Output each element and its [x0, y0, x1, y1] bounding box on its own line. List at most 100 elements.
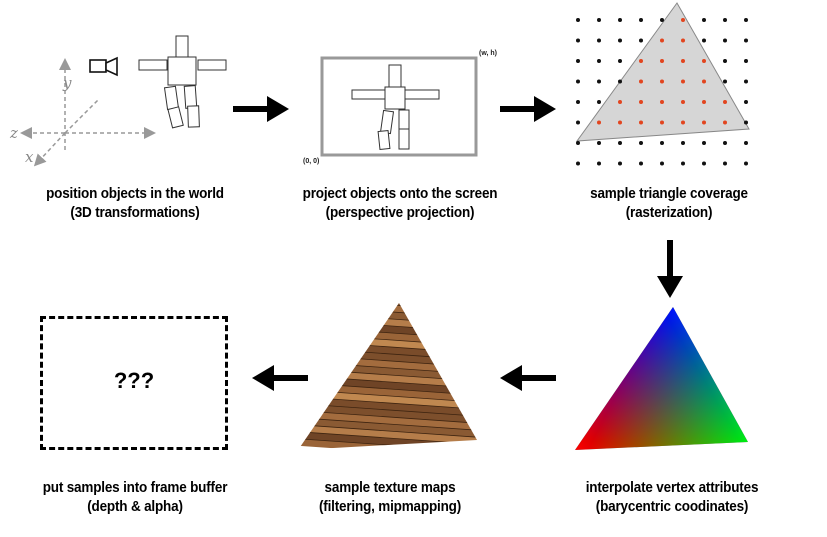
sample-point: [744, 100, 748, 104]
camera-icon: [89, 56, 118, 77]
sample-point: [597, 100, 601, 104]
sample-point: [702, 100, 706, 104]
wood-plank: [298, 303, 477, 313]
sample-point: [576, 18, 580, 22]
sample-point: [660, 38, 664, 43]
caption-rasterization-line1: sample triangle coverage: [590, 185, 748, 202]
sample-point: [597, 38, 601, 43]
caption-projection-line2: (perspective projection): [325, 204, 475, 221]
sample-point: [660, 59, 664, 63]
sample-point: [723, 18, 727, 22]
sample-point: [702, 38, 706, 43]
caption-interpolation-line2: (barycentric coodinates): [595, 498, 749, 515]
caption-texture-line1: sample texture maps: [324, 479, 456, 496]
sample-point: [639, 18, 643, 22]
caption-projection: project objects onto the screen (perspec…: [279, 184, 522, 222]
caption-texture: sample texture maps (filtering, mipmappi…: [269, 478, 512, 516]
sample-point: [618, 120, 622, 125]
sample-point: [681, 38, 685, 43]
wood-plank: [298, 402, 477, 425]
sample-point: [576, 100, 580, 104]
sample-point: [702, 79, 706, 84]
caption-world-line2: (3D transformations): [70, 204, 200, 221]
sample-point: [660, 161, 664, 166]
arrow-right-2: [500, 96, 556, 122]
wood-seam: [298, 303, 477, 306]
sample-point: [702, 120, 706, 125]
sample-point: [744, 141, 748, 145]
sample-point: [597, 120, 601, 125]
interpolated-triangle: [575, 307, 748, 450]
screen-corner-top-right: (w, h): [479, 50, 498, 57]
sample-point: [597, 141, 601, 145]
wood-seam: [298, 303, 477, 313]
sample-point: [702, 18, 706, 22]
sample-point: [681, 100, 685, 104]
sample-point: [660, 79, 664, 84]
sample-point: [639, 120, 643, 125]
sample-point: [639, 59, 643, 63]
sample-point: [723, 161, 727, 166]
sample-point: [660, 18, 664, 22]
sample-point: [723, 100, 727, 104]
coverage-triangle: [575, 2, 750, 142]
sample-point: [618, 79, 622, 84]
caption-texture-line2: (filtering, mipmapping): [318, 498, 462, 515]
sample-point: [681, 141, 685, 145]
sample-point: [660, 100, 664, 104]
caption-world-line1: position objects in the world: [46, 185, 224, 202]
wood-seam: [298, 423, 477, 439]
axis-label-z: z: [9, 124, 18, 142]
sample-point: [744, 161, 748, 166]
framebuffer-placeholder: ???: [113, 368, 155, 393]
sample-point: [723, 59, 727, 63]
sample-point: [576, 79, 580, 84]
arrow-down: [657, 240, 683, 298]
sample-point: [618, 38, 622, 43]
arrow-left-1: [500, 365, 556, 391]
sample-point: [576, 38, 580, 43]
wood-plank: [298, 423, 477, 446]
sample-point: [744, 18, 748, 22]
caption-framebuffer-line1: put samples into frame buffer: [42, 479, 228, 496]
sample-point: [618, 59, 622, 63]
sample-point: [618, 18, 622, 22]
sample-point: [702, 141, 706, 145]
sample-point: [618, 100, 622, 104]
sample-point: [744, 79, 748, 84]
textured-triangle: [298, 303, 477, 450]
screen-corner-bottom-left: (0, 0): [303, 158, 320, 165]
arrow-right-1: [233, 96, 289, 122]
caption-world: position objects in the world (3D transf…: [14, 184, 257, 222]
caption-framebuffer: put samples into frame buffer (depth & a…: [14, 478, 257, 516]
sample-point: [639, 161, 643, 166]
caption-interpolation: interpolate vertex attributes (barycentr…: [542, 478, 803, 516]
rasterization-grid: [575, 2, 750, 166]
sample-point: [576, 161, 580, 166]
sample-point: [723, 38, 727, 43]
caption-framebuffer-line2: (depth & alpha): [87, 498, 183, 515]
sample-point: [723, 79, 727, 84]
caption-interpolation-line1: interpolate vertex attributes: [585, 479, 759, 496]
wood-plank: [298, 395, 477, 418]
sample-point: [618, 161, 622, 166]
sample-point: [702, 59, 706, 63]
sample-point: [639, 79, 643, 84]
axis-label-x: x: [25, 148, 34, 166]
wood-plank: [298, 409, 477, 432]
robot-figure: [138, 35, 227, 129]
sample-point: [618, 141, 622, 145]
sample-point: [639, 100, 643, 104]
axis-gizmo: [20, 58, 156, 167]
sample-point: [681, 161, 685, 166]
sample-point: [681, 79, 685, 84]
sample-point: [597, 18, 601, 22]
sample-point: [723, 120, 727, 125]
caption-projection-line1: project objects onto the screen: [302, 185, 498, 202]
sample-point: [660, 120, 664, 125]
sample-point: [597, 79, 601, 84]
sample-point: [639, 38, 643, 43]
sample-point: [744, 59, 748, 63]
world-scene: y z x: [9, 35, 227, 167]
axis-label-y: y: [62, 74, 72, 92]
